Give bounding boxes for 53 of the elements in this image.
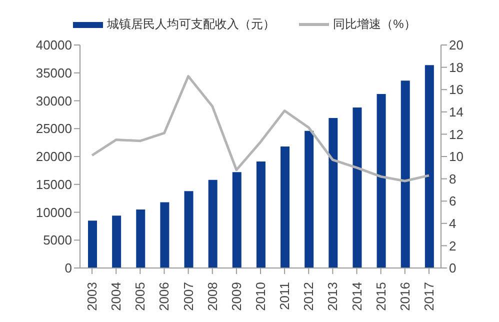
x-tick-label: 2017 (421, 282, 436, 311)
bar (184, 191, 194, 268)
bar (304, 130, 314, 268)
y-tick-label: 10000 (36, 204, 72, 220)
y-tick-label: 5000 (43, 232, 72, 248)
x-tick-label: 2016 (397, 282, 412, 311)
x-tick-label: 2007 (180, 282, 196, 311)
bar (88, 220, 97, 268)
x-tick-label: 2008 (204, 282, 220, 311)
bar (112, 216, 122, 268)
y2-tick-label: 6 (449, 194, 456, 209)
y-tick-label: 30000 (36, 93, 72, 108)
x-tick-label: 2005 (132, 282, 148, 311)
x-tick-label: 2009 (228, 282, 244, 311)
legend-label: 城镇居民人均可支配收入（元） (106, 16, 276, 33)
x-tick-label: 2015 (373, 282, 388, 311)
y2-tick-label: 4 (449, 216, 456, 232)
x-tick-label: 2010 (253, 282, 268, 311)
x-tick-label: 2014 (349, 282, 364, 311)
bar (256, 162, 266, 268)
y2-tick-label: 18 (449, 60, 464, 75)
bar (376, 94, 386, 268)
y2-tick-label: 12 (449, 126, 464, 142)
bar (208, 180, 218, 268)
x-tick-label: 2011 (277, 282, 292, 310)
y-tick-label: 35000 (36, 65, 72, 80)
bar (280, 146, 290, 268)
y2-tick-label: 0 (449, 260, 456, 276)
bar (136, 209, 146, 268)
y2-tick-label: 14 (449, 104, 464, 120)
x-tick-label: 2004 (108, 282, 124, 311)
y-tick-label: 40000 (36, 38, 72, 53)
bar (352, 107, 362, 268)
y-tick-label: 25000 (36, 121, 72, 136)
bar (328, 118, 338, 268)
line-series (90, 74, 430, 182)
x-tick-label: 2012 (301, 282, 316, 311)
y-tick-label: 15000 (36, 176, 72, 192)
y2-tick-label: 2 (449, 238, 456, 254)
y2-tick-label: 20 (449, 38, 464, 53)
bar (232, 172, 242, 268)
y2-tick-label: 8 (449, 171, 456, 186)
legend-label: 同比增速（%） (332, 16, 416, 33)
y2-tick-label: 10 (449, 149, 464, 164)
x-tick-label: 2013 (325, 282, 340, 311)
bar (400, 80, 410, 268)
y2-tick-label: 16 (449, 82, 464, 98)
x-tick-label: 2003 (84, 282, 100, 311)
bar (424, 65, 434, 268)
x-tick-label: 2006 (156, 282, 172, 311)
y-tick-label: 20000 (36, 149, 72, 164)
y-tick-label: 0 (64, 260, 72, 276)
bar (160, 202, 170, 268)
